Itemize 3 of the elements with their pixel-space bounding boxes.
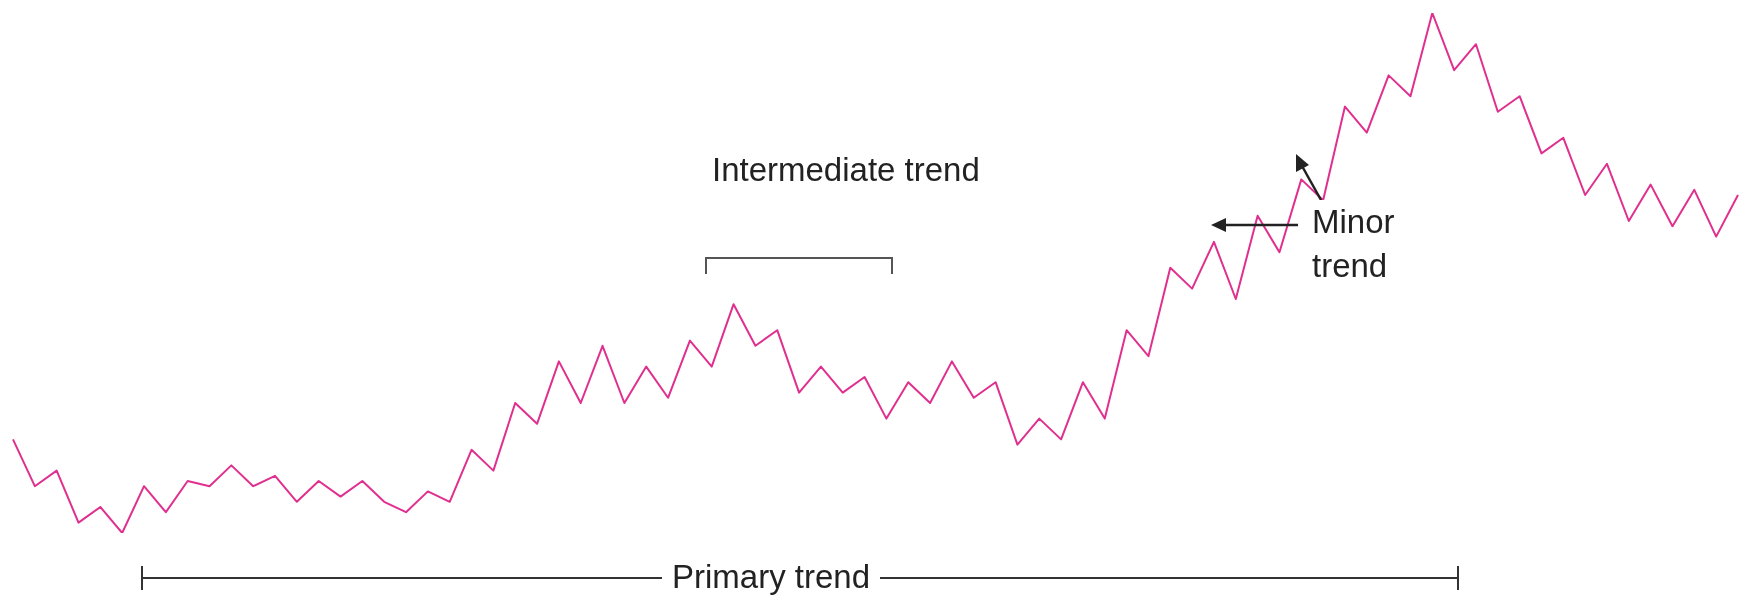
text: Primary trend	[662, 555, 881, 597]
annotation: Intermediate trend	[712, 148, 982, 192]
annotation: Minor trend	[1312, 200, 1442, 288]
